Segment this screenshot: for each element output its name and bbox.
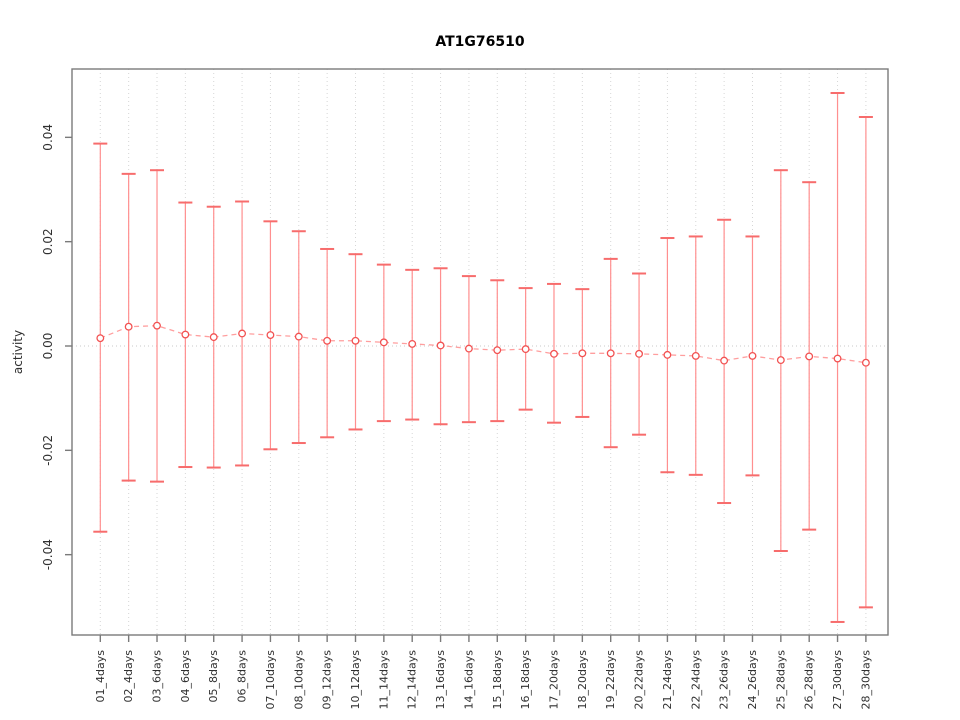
x-tick-label: 08_10days [292, 650, 305, 710]
data-point [238, 329, 247, 338]
data-point [578, 349, 587, 358]
x-tick-label: 13_16days [434, 650, 447, 710]
y-tick-label: -0.04 [41, 539, 55, 570]
data-point [493, 346, 502, 355]
x-tick-label: 04_6days [179, 650, 192, 703]
data-point [720, 356, 729, 365]
data-point [266, 331, 275, 339]
data-point [294, 332, 303, 341]
data-point [351, 336, 360, 345]
x-tick-label: 05_8days [207, 650, 220, 703]
data-point [833, 354, 842, 363]
data-point [663, 350, 672, 359]
series-line [100, 325, 866, 364]
x-tick-label: 27_30days [831, 650, 844, 710]
y-tick-label: 0.04 [41, 124, 55, 151]
data-point [748, 351, 757, 360]
x-tick-label: 12_14days [406, 650, 419, 710]
x-tick-label: 07_10days [264, 650, 277, 710]
y-tick-label: 0.02 [41, 228, 55, 255]
x-tick-label: 21_24days [661, 650, 674, 710]
data-point [464, 344, 473, 353]
x-tick-label: 02_4days [122, 650, 135, 703]
x-tick-label: 18_20days [576, 650, 589, 710]
x-tick-label: 25_28days [774, 650, 787, 710]
data-point [124, 322, 133, 331]
data-point [805, 352, 814, 361]
x-tick-label: 03_6days [151, 650, 164, 703]
x-tick-label: 24_26days [746, 650, 759, 710]
data-point [96, 334, 105, 343]
data-point [691, 351, 700, 360]
data-point [153, 321, 161, 330]
x-tick-label: 28_30days [859, 650, 872, 710]
x-tick-label: 26_28days [803, 650, 816, 710]
x-tick-label: 14_16days [462, 650, 475, 710]
data-point [379, 338, 388, 347]
data-point [408, 339, 417, 348]
x-tick-label: 15_18days [491, 650, 504, 710]
x-tick-label: 01_4days [94, 650, 107, 703]
data-point [181, 330, 190, 339]
data-point [776, 356, 785, 365]
x-tick-label: 23_26days [718, 650, 731, 710]
data-point [521, 345, 530, 354]
data-point [436, 341, 445, 350]
x-tick-label: 11_14days [377, 650, 390, 710]
x-tick-label: 17_20days [547, 650, 560, 710]
x-tick-label: 06_8days [236, 650, 249, 703]
data-point [606, 349, 615, 358]
data-point [550, 349, 558, 358]
y-tick-label: -0.02 [41, 435, 55, 466]
x-tick-label: 16_18days [519, 650, 532, 710]
x-tick-label: 22_24days [689, 650, 702, 710]
chart-title: AT1G76510 [435, 34, 525, 50]
data-point [209, 333, 218, 342]
data-point [861, 358, 870, 367]
data-point [635, 349, 644, 358]
data-point [323, 336, 332, 345]
x-tick-label: 10_12days [349, 650, 362, 710]
x-tick-label: 20_22days [633, 650, 646, 710]
x-tick-label: 09_12days [321, 650, 334, 710]
y-tick-label: 0.00 [41, 333, 55, 360]
plot-border [71, 68, 889, 636]
x-tick-label: 19_22days [604, 650, 617, 710]
